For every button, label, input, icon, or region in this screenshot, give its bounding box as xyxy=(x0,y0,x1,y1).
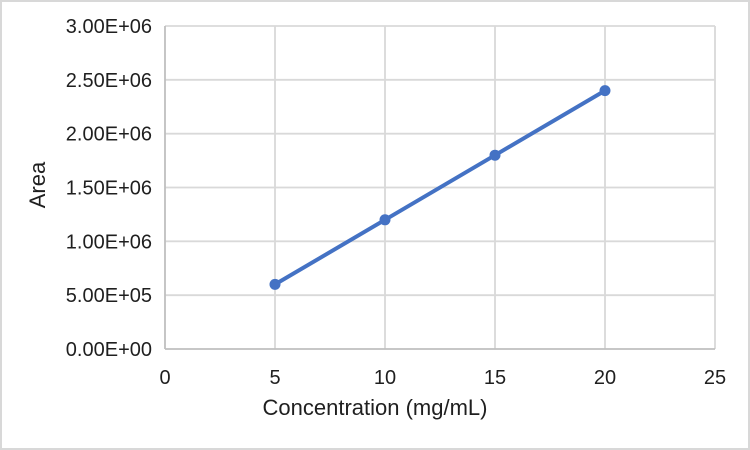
series-line xyxy=(273,88,607,287)
y-tick-label: 3.00E+06 xyxy=(66,16,152,38)
data-point-marker xyxy=(269,278,281,290)
y-tick-label: 0.00E+00 xyxy=(66,339,152,361)
x-tick-label: 25 xyxy=(704,367,726,389)
x-tick-label: 15 xyxy=(484,367,506,389)
y-tick-label: 5.00E+05 xyxy=(66,285,152,307)
y-tick-label: 2.50E+06 xyxy=(66,70,152,92)
x-tick-label: 0 xyxy=(159,367,170,389)
y-tick-label: 1.50E+06 xyxy=(66,178,152,200)
data-point-marker xyxy=(379,214,391,226)
x-tick-label: 10 xyxy=(374,367,396,389)
x-tick-label: 20 xyxy=(594,367,616,389)
data-point-marker xyxy=(599,85,611,97)
x-axis-title: Concentration (mg/mL) xyxy=(262,395,488,420)
y-tick-label: 1.00E+06 xyxy=(66,231,152,253)
y-axis-title: Area xyxy=(25,161,50,209)
y-tick-label: 2.00E+06 xyxy=(66,124,152,146)
data-point-marker xyxy=(489,149,501,161)
x-tick-label: 5 xyxy=(269,367,280,389)
